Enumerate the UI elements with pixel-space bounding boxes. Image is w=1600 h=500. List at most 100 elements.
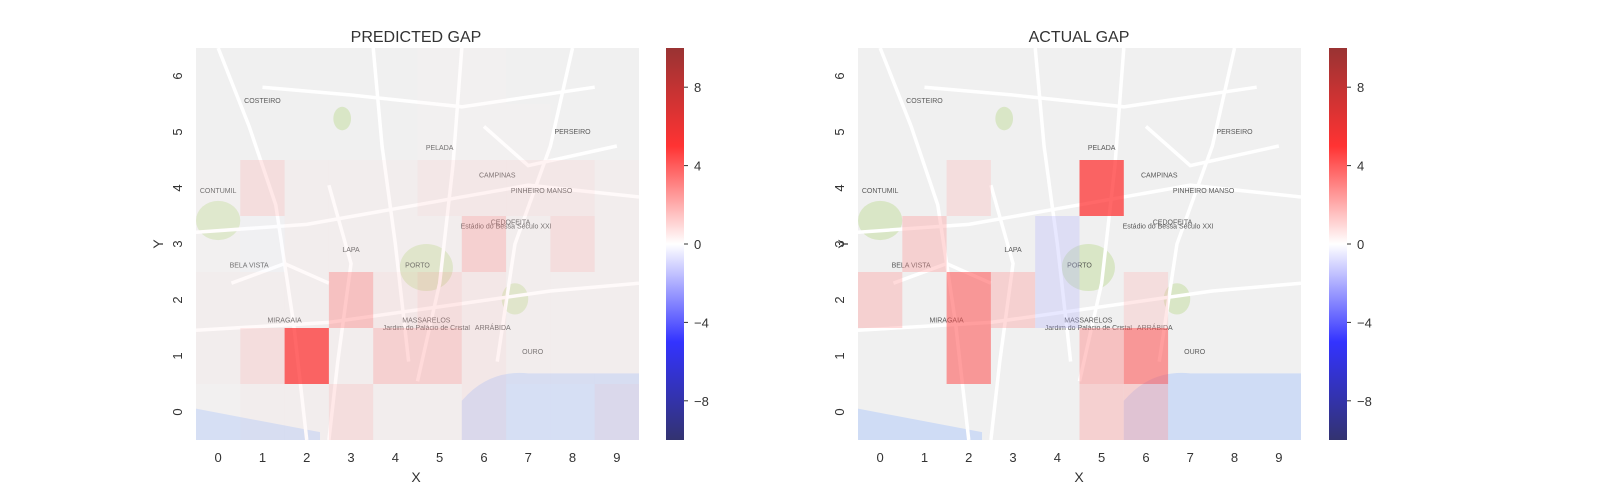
actual-x-tick-label: 5 bbox=[1098, 450, 1105, 465]
predicted-heatmap-cell bbox=[240, 384, 285, 440]
predicted-map-place-label: MASSARELOS bbox=[402, 317, 451, 324]
predicted-colorbar-gradient bbox=[666, 48, 684, 440]
actual-heatmap-cell bbox=[1123, 328, 1169, 384]
predicted-road-line bbox=[196, 183, 639, 234]
predicted-heatmap-cell bbox=[328, 160, 374, 216]
actual-y-tick-label: 1 bbox=[832, 352, 847, 359]
actual-x-tick-labels: 0 1 2 3 4 5 6 7 8 9 bbox=[877, 450, 1283, 465]
predicted-map-place-label: COSTEIRO bbox=[244, 98, 281, 105]
actual-y-tick-label: 6 bbox=[832, 72, 847, 79]
actual-x-tick-label: 2 bbox=[965, 450, 972, 465]
predicted-heatmap-cell bbox=[373, 160, 418, 216]
predicted-heatmap-cell bbox=[506, 216, 551, 272]
actual-map-place-label: Jardim do Palácio de Cristal bbox=[1045, 325, 1133, 332]
predicted-x-tick-label: 8 bbox=[569, 450, 576, 465]
predicted-heatmap-cell bbox=[196, 272, 241, 328]
predicted-heatmap-cell bbox=[506, 384, 551, 440]
actual-x-tick-label: 9 bbox=[1275, 450, 1282, 465]
predicted-heatmap-cell bbox=[328, 328, 374, 384]
predicted-x-tick-label: 7 bbox=[525, 450, 532, 465]
actual-heatmap-cell bbox=[946, 272, 991, 328]
predicted-heatmap-cell bbox=[461, 104, 507, 160]
predicted-road-line bbox=[327, 184, 353, 440]
actual-map-place-label: Estádio do Bessa Século XXI bbox=[1123, 223, 1214, 230]
predicted-heatmap-cell bbox=[506, 328, 551, 384]
predicted-map-place-label: PORTO bbox=[405, 263, 430, 270]
actual-colorbar-tick-label: 8 bbox=[1357, 80, 1364, 95]
predicted-heatmap-cell bbox=[461, 160, 507, 216]
actual-heatmap-cell bbox=[946, 160, 991, 216]
predicted-heatmap-cell bbox=[373, 384, 418, 440]
predicted-map-place-label: OURO bbox=[522, 349, 544, 356]
actual-y-tick-label: 3 bbox=[832, 240, 847, 247]
predicted-y-tick-label: 0 bbox=[170, 408, 185, 415]
actual-heatmap-cell bbox=[1123, 384, 1169, 440]
predicted-y-tick-label: 3 bbox=[170, 240, 185, 247]
predicted-heatmap-cell bbox=[196, 160, 241, 216]
predicted-x-tick-label: 4 bbox=[392, 450, 399, 465]
predicted-road-line bbox=[495, 48, 575, 362]
actual-map-place-label: CEDOFEITA bbox=[1153, 219, 1193, 226]
predicted-gap-title: PREDICTED GAP bbox=[351, 29, 482, 46]
predicted-road-line bbox=[196, 281, 639, 332]
predicted-heatmap-cell bbox=[284, 216, 329, 272]
actual-heatmap-cell bbox=[902, 216, 947, 272]
predicted-heatmap-cell bbox=[506, 160, 551, 216]
predicted-y-tick-label: 2 bbox=[170, 296, 185, 303]
predicted-gap-panel: PREDICTED GAP PELADA CAMPINAS PINHEIRO MAN… bbox=[150, 29, 709, 485]
actual-colorbar-tick-label: 0 bbox=[1357, 237, 1364, 252]
predicted-heatmap-cell bbox=[417, 48, 462, 104]
predicted-x-tick-label: 3 bbox=[347, 450, 354, 465]
actual-heatmap-cell bbox=[1079, 328, 1124, 384]
predicted-colorbar-tick-label: 4 bbox=[694, 159, 701, 174]
predicted-heatmap-cell bbox=[373, 328, 418, 384]
predicted-heatmap-cell bbox=[373, 272, 418, 328]
actual-park-shape bbox=[995, 106, 1014, 131]
actual-map-place-label: ARRÁBIDA bbox=[1137, 323, 1173, 332]
predicted-map-place-label: CONTUMIL bbox=[200, 188, 237, 195]
actual-water-shape bbox=[858, 408, 983, 440]
predicted-road-line bbox=[262, 85, 595, 109]
predicted-map-place-label: CEDOFEITA bbox=[491, 219, 531, 226]
actual-road-line bbox=[1144, 125, 1280, 168]
predicted-heatmap-cell bbox=[328, 216, 374, 272]
predicted-park-shape bbox=[333, 106, 352, 131]
predicted-x-tick-labels: 0 1 2 3 4 5 6 7 8 9 bbox=[215, 450, 621, 465]
actual-map-place-label: PELADA bbox=[1088, 145, 1116, 152]
predicted-heatmap-cell bbox=[550, 216, 595, 272]
predicted-heatmap-cell bbox=[240, 216, 285, 272]
predicted-map-place-label: PERSEIRO bbox=[554, 129, 591, 136]
predicted-x-tick-label: 5 bbox=[436, 450, 443, 465]
predicted-heatmap-cell bbox=[594, 328, 639, 384]
predicted-x-tick-label: 6 bbox=[480, 450, 487, 465]
actual-colorbar-tick-label: −8 bbox=[1357, 394, 1372, 409]
predicted-heatmap-cell bbox=[196, 216, 241, 272]
predicted-map-place-label: BELA VISTA bbox=[230, 263, 269, 270]
predicted-heatmap-cell bbox=[417, 104, 462, 160]
actual-map-place-label: LAPA bbox=[1004, 247, 1022, 254]
predicted-heatmap-cell bbox=[284, 160, 329, 216]
actual-x-axis-label: X bbox=[1074, 469, 1084, 485]
actual-map-place-label: OURO bbox=[1184, 349, 1206, 356]
predicted-x-tick-label: 0 bbox=[215, 450, 222, 465]
actual-map-place-label: MASSARELOS bbox=[1064, 317, 1113, 324]
predicted-colorbar-tick-label: 0 bbox=[694, 237, 701, 252]
predicted-road-line bbox=[230, 261, 330, 285]
actual-road-line bbox=[989, 184, 1015, 440]
actual-gap-title: ACTUAL GAP bbox=[1029, 29, 1130, 46]
predicted-water-shape bbox=[196, 408, 321, 440]
actual-heatmap-cell bbox=[858, 272, 903, 328]
predicted-colorbar-tick-label: 8 bbox=[694, 80, 701, 95]
predicted-x-axis-label: X bbox=[411, 469, 421, 485]
actual-gap-panel: ACTUAL GAP PELADA CAMPINAS PINHEIRO MANSO P… bbox=[832, 29, 1372, 485]
actual-map-place-label: BELA VISTA bbox=[892, 263, 931, 270]
predicted-heatmap-cell bbox=[594, 216, 639, 272]
predicted-heatmap-cell bbox=[461, 216, 507, 272]
predicted-heatmap-cell bbox=[240, 160, 285, 216]
actual-heatmap-cell bbox=[1079, 384, 1124, 440]
predicted-heatmap-cell bbox=[594, 384, 639, 440]
predicted-heatmap-cell bbox=[550, 328, 595, 384]
actual-colorbar-tick-label: −4 bbox=[1357, 315, 1372, 330]
predicted-map-place-label: LAPA bbox=[342, 247, 360, 254]
predicted-heatmap-cell bbox=[417, 384, 462, 440]
